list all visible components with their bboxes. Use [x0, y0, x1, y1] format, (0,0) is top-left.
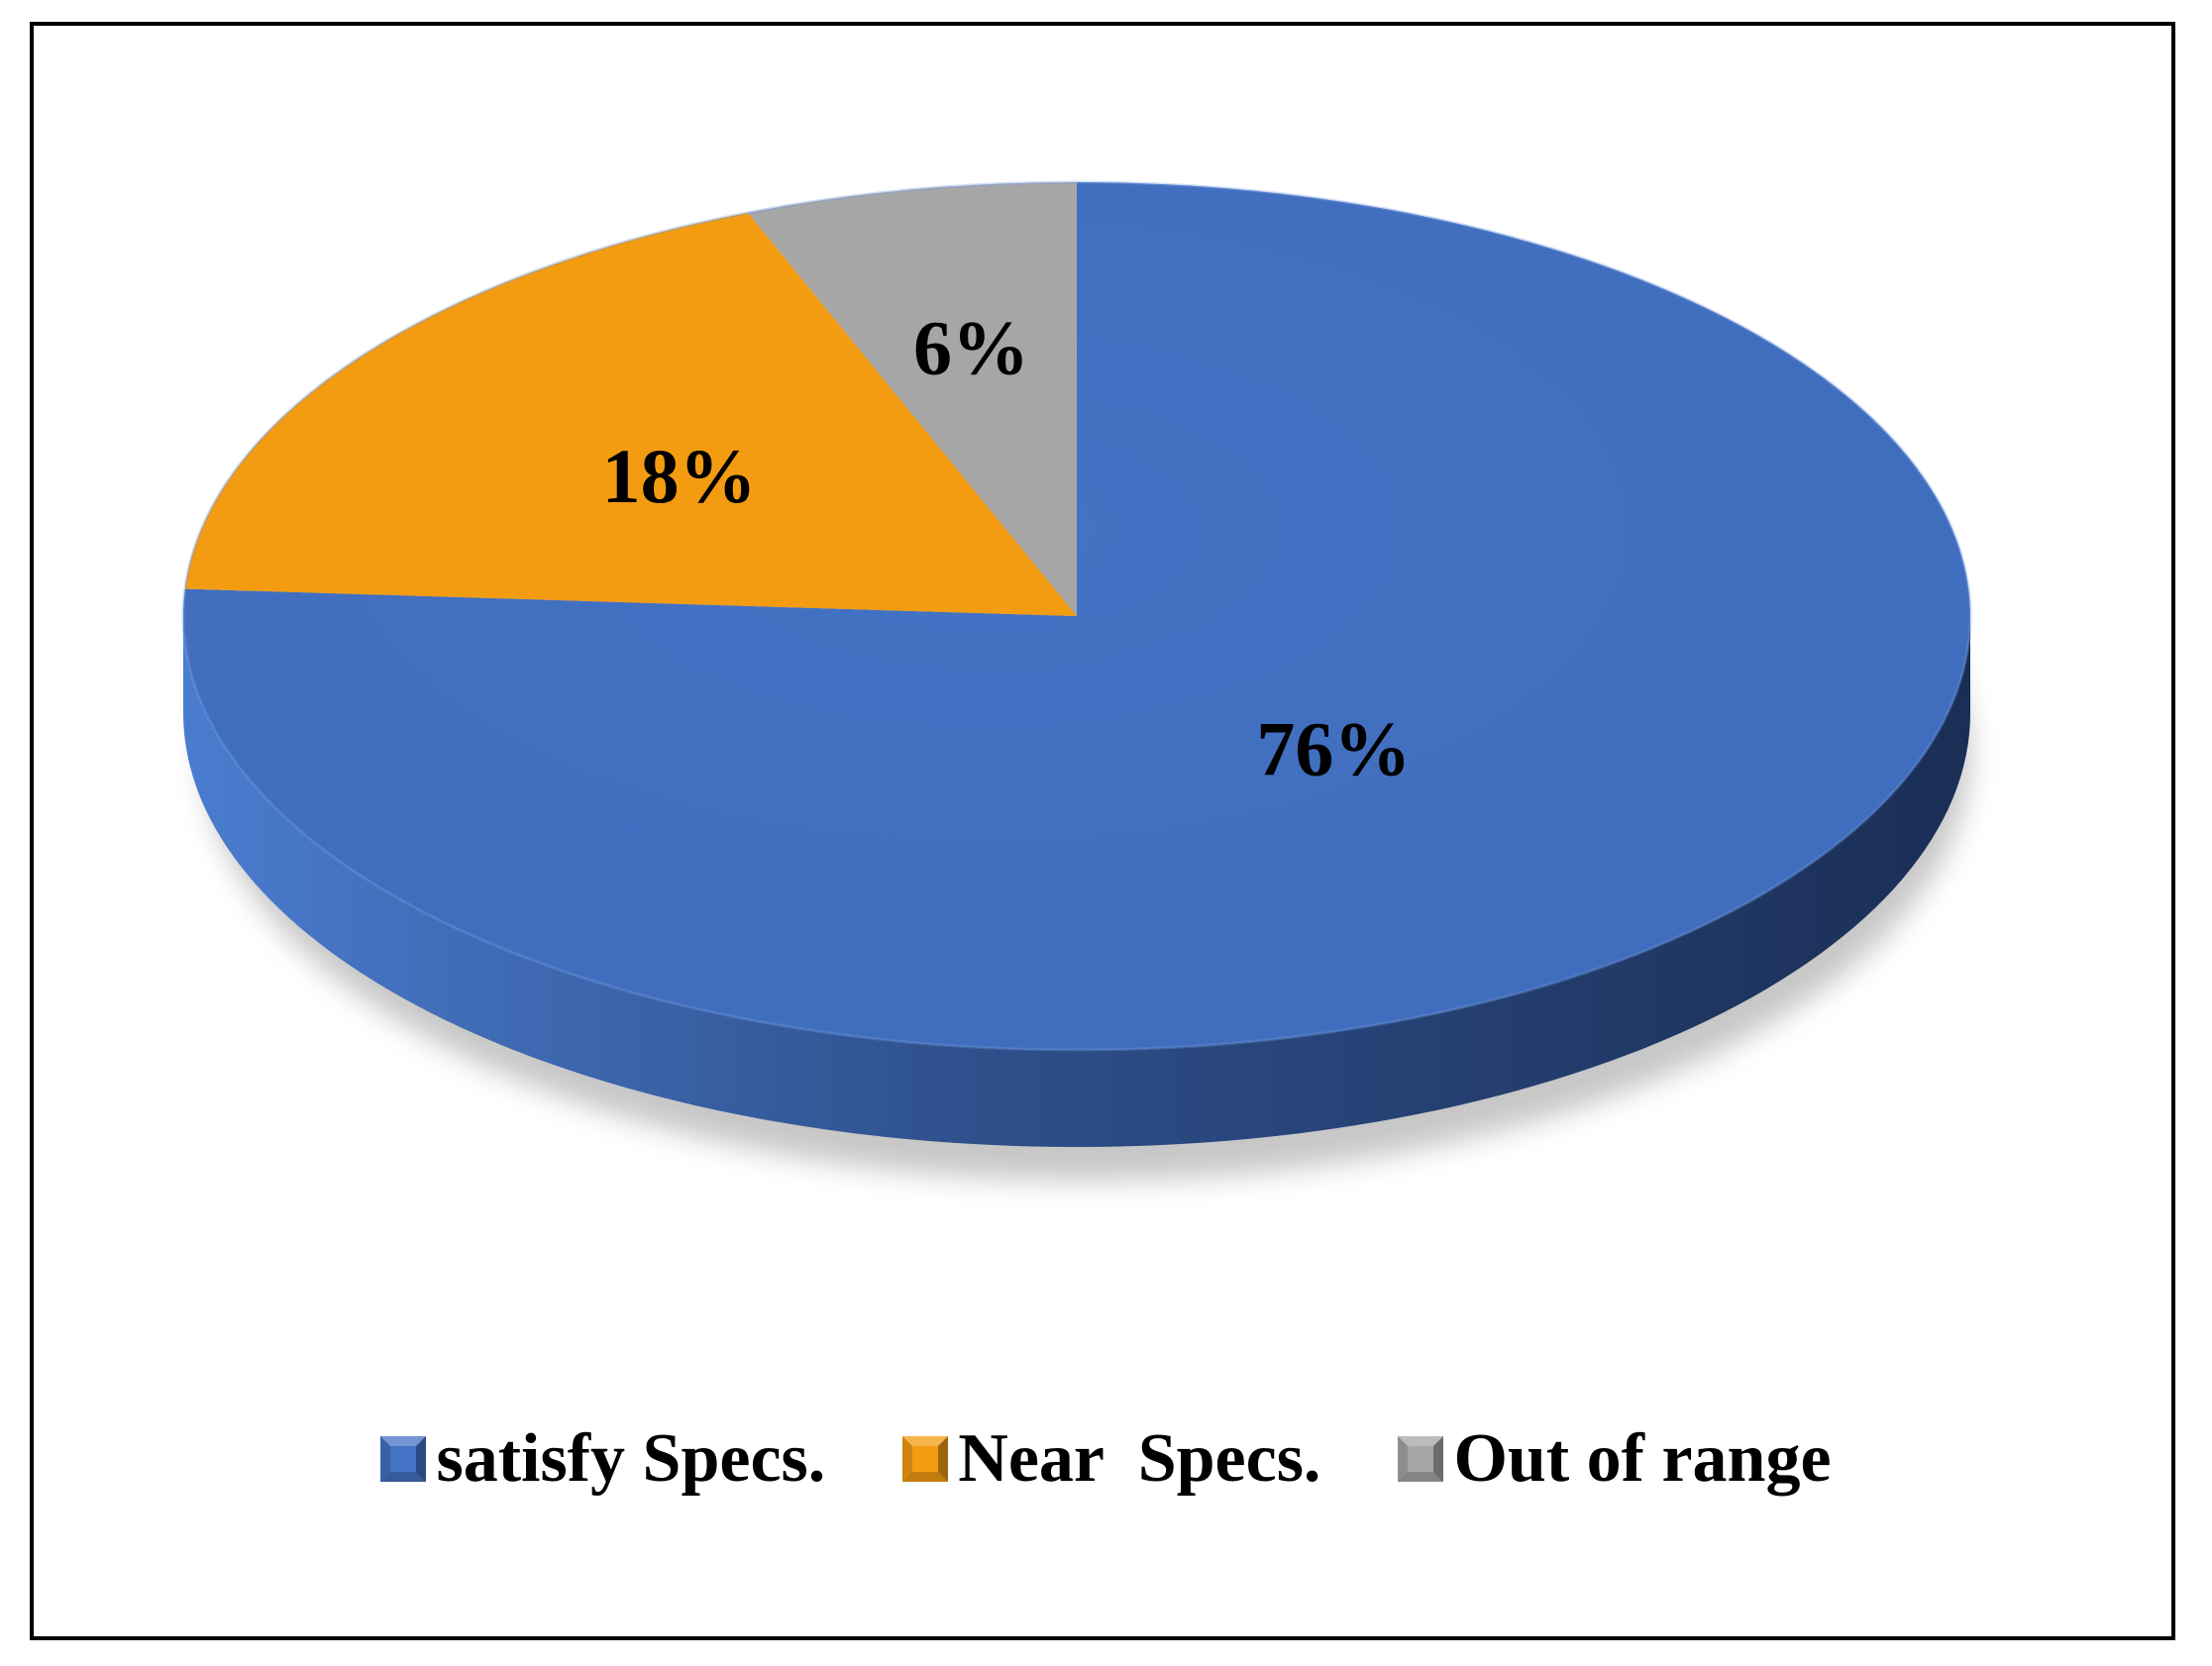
pie-labels: 76% 18% 6%: [602, 304, 1412, 791]
pie-slice-satisfy-specs: [183, 182, 1970, 1051]
legend-label-out-of-range: Out of range: [1453, 1420, 1832, 1497]
legend: satisfy Specs. Near Specs. Out of range: [0, 1414, 2212, 1504]
pie-top: [181, 180, 1972, 1052]
pie-rim-highlight: [181, 180, 1972, 1052]
legend-item-satisfy-specs: satisfy Specs.: [380, 1424, 825, 1494]
pie-slice-out-of-range: [747, 182, 1077, 616]
data-label-out-of-range: 6%: [913, 304, 1029, 390]
legend-swatch-satisfy-specs: [380, 1436, 427, 1482]
legend-label-near-specs: Near Specs.: [958, 1420, 1321, 1497]
data-label-near-specs: 18%: [602, 433, 757, 519]
pie-slice-near-specs: [184, 212, 1077, 616]
legend-swatch-out-of-range: [1398, 1436, 1444, 1482]
pie-side-wall-satisfy-specs: [183, 616, 1970, 1147]
legend-item-out-of-range: Out of range: [1398, 1420, 1832, 1497]
legend-swatch-near-specs: [902, 1436, 949, 1482]
pie-side: [183, 616, 1970, 1147]
legend-label-satisfy-specs: satisfy Specs.: [436, 1420, 826, 1497]
data-label-satisfy-specs: 76%: [1256, 706, 1411, 792]
legend-item-near-specs: Near Specs.: [902, 1424, 1320, 1494]
